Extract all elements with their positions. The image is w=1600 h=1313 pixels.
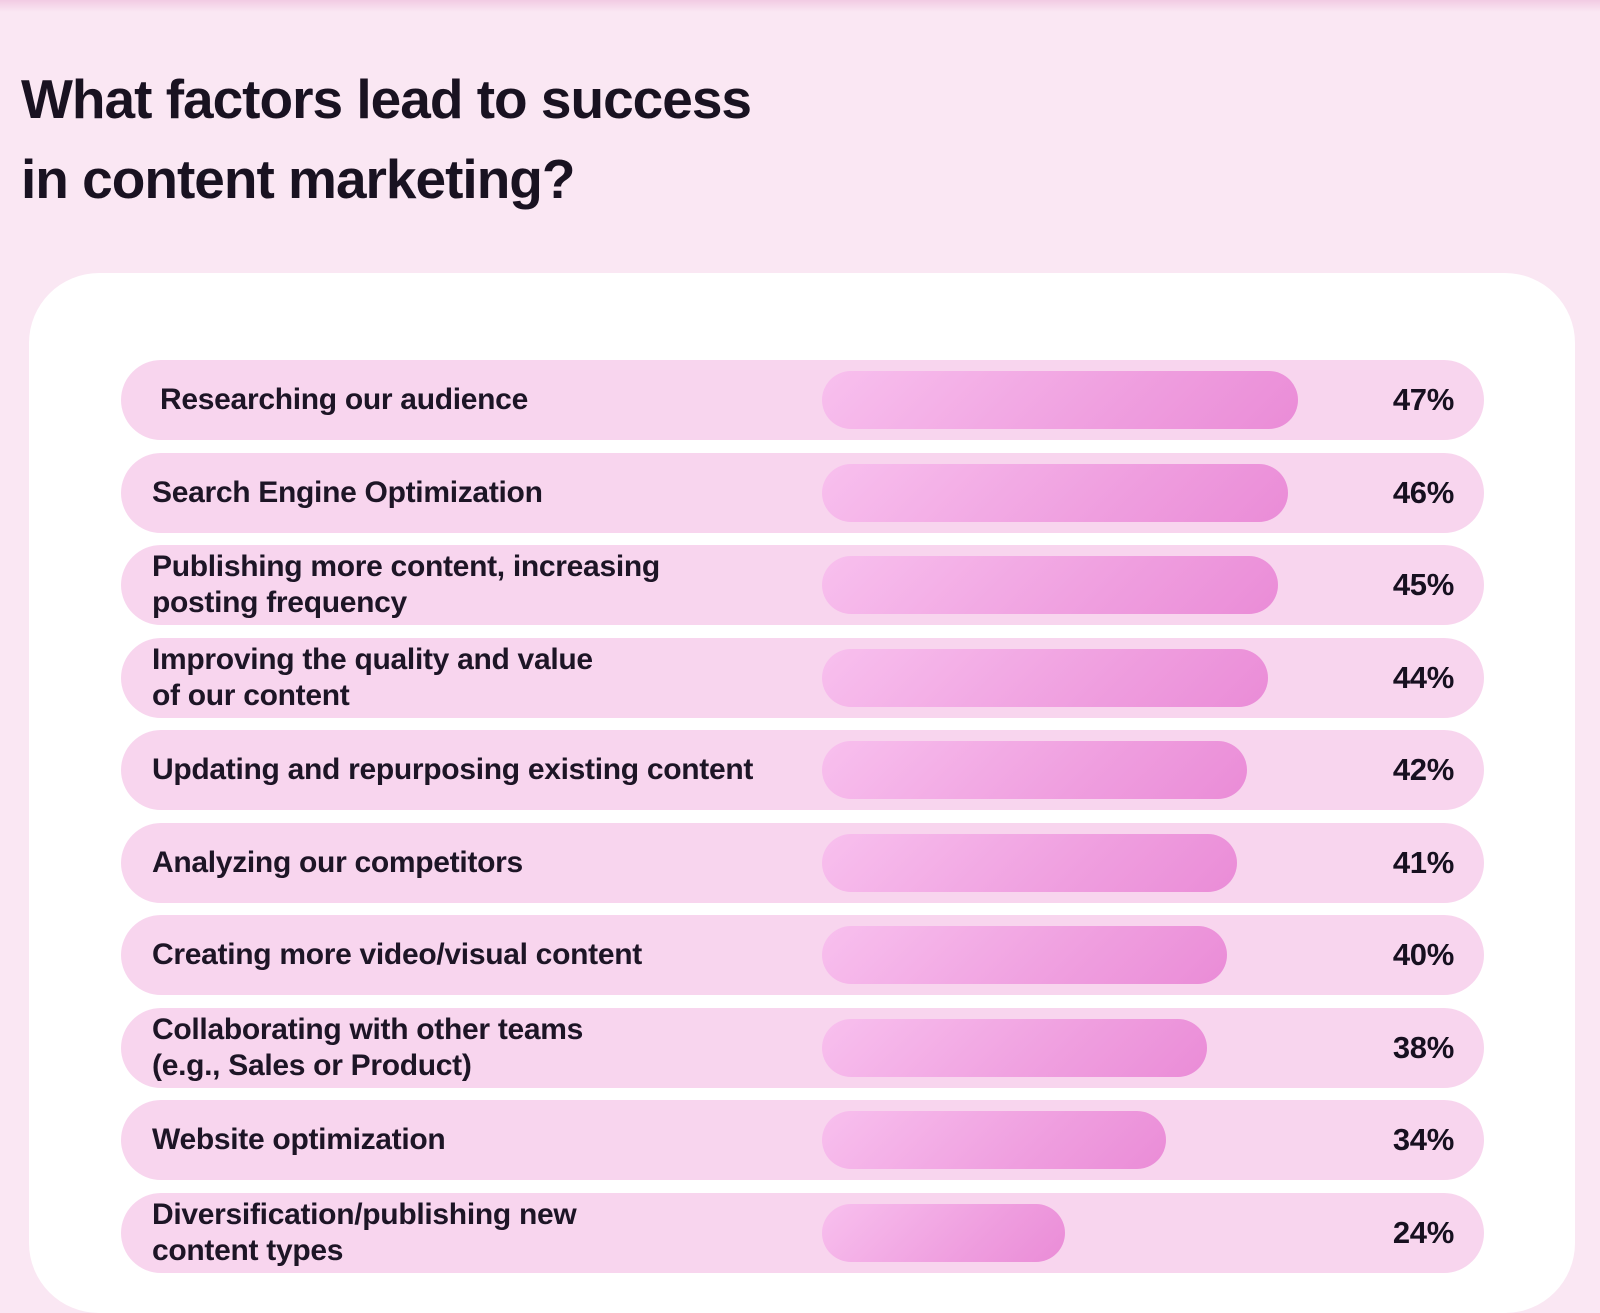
page-title-line-2: in content marketing? [21, 147, 576, 210]
bar-row-label: Analyzing our competitors [152, 845, 523, 879]
bar-row-label: Search Engine Optimization [152, 475, 543, 509]
page-title: What factors lead to success in content … [21, 59, 752, 219]
bar-row-value: 44% [1392, 659, 1454, 695]
page-title-line-1: What factors lead to success [21, 67, 752, 130]
bar-row-label: Creating more video/visual content [152, 938, 642, 971]
bar-row-bar [822, 741, 1247, 799]
chart-card: Researching our audience 47% Search Engi… [29, 273, 1575, 1313]
bar-row-value: 46% [1392, 474, 1454, 510]
bar-chart: Researching our audience 47% Search Engi… [121, 360, 1484, 1273]
bar-row-6: Analyzing our competitors 41% [121, 822, 1484, 903]
bar-row-value: 24% [1392, 1214, 1454, 1250]
bar-row-8: Collaborating with other teams (e.g., Sa… [121, 1007, 1484, 1088]
bar-row-1: Researching our audience 47% [121, 360, 1484, 440]
bar-row-value: 45% [1392, 567, 1454, 602]
bar-row-value: 38% [1392, 1029, 1454, 1065]
bar-row-bar [822, 1018, 1207, 1077]
bar-row-label: Updating and repurposing existing conten… [152, 753, 754, 786]
bar-row-3: Publishing more content, increasing post… [121, 545, 1484, 625]
bar-row-bar [822, 371, 1298, 429]
bar-row-label: Collaborating with other teams (e.g., Sa… [152, 1012, 584, 1082]
page-top-edge [0, 0, 1600, 12]
bar-row-bar [822, 1111, 1166, 1169]
bar-row-label: Diversification/publishing new content t… [152, 1197, 577, 1267]
bar-row-bar [822, 926, 1227, 984]
bar-row-bar [822, 463, 1288, 522]
bar-row-label: Improving the quality and value of our c… [152, 642, 593, 712]
bar-row-label: Researching our audience [152, 383, 528, 416]
bar-row-5: Updating and repurposing existing conten… [121, 730, 1484, 810]
bar-row-9: Website optimization 34% [121, 1100, 1484, 1180]
bar-row-value: 41% [1392, 844, 1454, 880]
bar-row-bar [822, 648, 1268, 707]
bar-row-value: 42% [1392, 752, 1454, 787]
bar-row-7: Creating more video/visual content 40% [121, 915, 1484, 995]
bar-row-label: Publishing more content, increasing post… [152, 550, 660, 619]
bar-row-value: 40% [1392, 937, 1454, 972]
bar-row-2: Search Engine Optimization 46% [121, 452, 1484, 533]
bar-row-10: Diversification/publishing new content t… [121, 1192, 1484, 1273]
bar-row-bar [822, 833, 1237, 892]
bar-row-bar [822, 556, 1278, 614]
bar-row-4: Improving the quality and value of our c… [121, 637, 1484, 718]
bar-row-bar [822, 1203, 1065, 1262]
bar-row-value: 47% [1392, 382, 1454, 417]
bar-row-label: Website optimization [152, 1123, 446, 1156]
bar-row-value: 34% [1392, 1122, 1454, 1157]
